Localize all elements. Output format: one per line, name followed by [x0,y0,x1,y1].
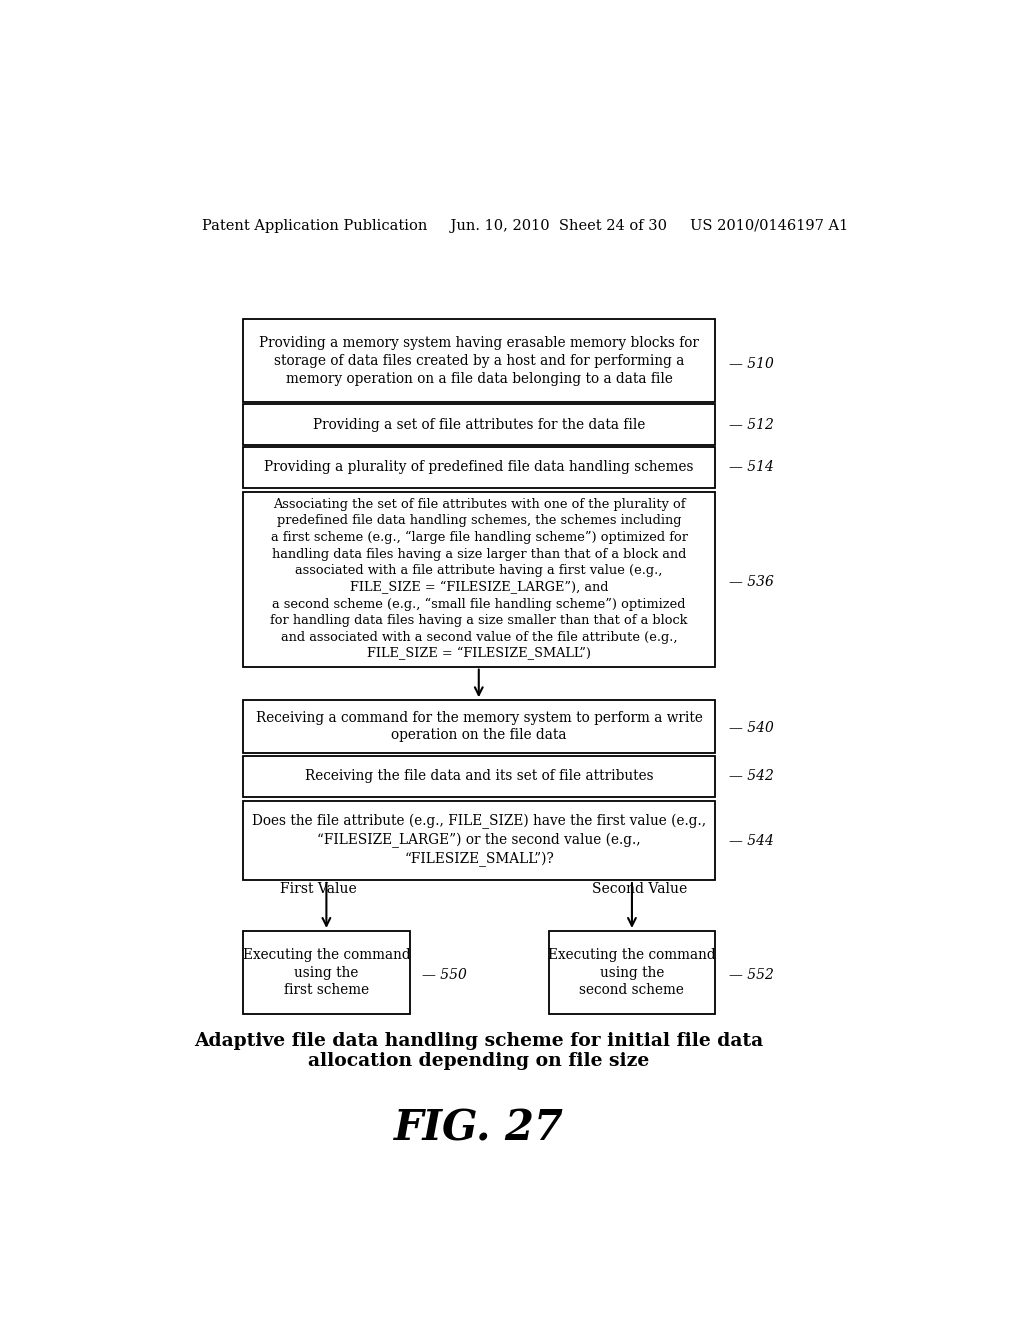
Text: Providing a plurality of predefined file data handling schemes: Providing a plurality of predefined file… [264,461,694,474]
FancyBboxPatch shape [549,931,715,1014]
Text: Associating the set of file attributes with one of the plurality of
predefined f: Associating the set of file attributes w… [270,498,688,660]
Text: — 512: — 512 [729,417,773,432]
FancyBboxPatch shape [243,700,715,752]
Text: Adaptive file data handling scheme for initial file data: Adaptive file data handling scheme for i… [195,1032,763,1049]
Text: — 552: — 552 [729,968,773,982]
Text: — 536: — 536 [729,576,773,589]
FancyBboxPatch shape [243,801,715,880]
FancyBboxPatch shape [243,447,715,487]
Text: Providing a memory system having erasable memory blocks for
storage of data file: Providing a memory system having erasabl… [259,335,699,385]
Text: Executing the command
using the
first scheme: Executing the command using the first sc… [243,948,411,998]
Text: Patent Application Publication     Jun. 10, 2010  Sheet 24 of 30     US 2010/014: Patent Application Publication Jun. 10, … [202,219,848,234]
Text: — 514: — 514 [729,461,773,474]
Text: First Value: First Value [281,882,356,896]
FancyBboxPatch shape [243,756,715,797]
Text: — 542: — 542 [729,770,773,783]
Text: — 544: — 544 [729,834,773,849]
FancyBboxPatch shape [243,931,410,1014]
Text: Does the file attribute (e.g., FILE_SIZE) have the first value (e.g.,
“FILESIZE_: Does the file attribute (e.g., FILE_SIZE… [252,813,707,867]
Text: allocation depending on file size: allocation depending on file size [308,1052,649,1071]
Text: Receiving a command for the memory system to perform a write
operation on the fi: Receiving a command for the memory syste… [256,710,702,742]
Text: — 540: — 540 [729,721,773,735]
Text: Second Value: Second Value [592,882,687,896]
FancyBboxPatch shape [243,404,715,445]
Text: Receiving the file data and its set of file attributes: Receiving the file data and its set of f… [305,770,653,783]
Text: Executing the command
using the
second scheme: Executing the command using the second s… [548,948,716,998]
Text: — 510: — 510 [729,356,773,371]
Text: — 550: — 550 [422,968,467,982]
Text: Providing a set of file attributes for the data file: Providing a set of file attributes for t… [313,417,645,432]
FancyBboxPatch shape [243,492,715,667]
Text: FIG. 27: FIG. 27 [394,1107,564,1148]
FancyBboxPatch shape [243,319,715,403]
